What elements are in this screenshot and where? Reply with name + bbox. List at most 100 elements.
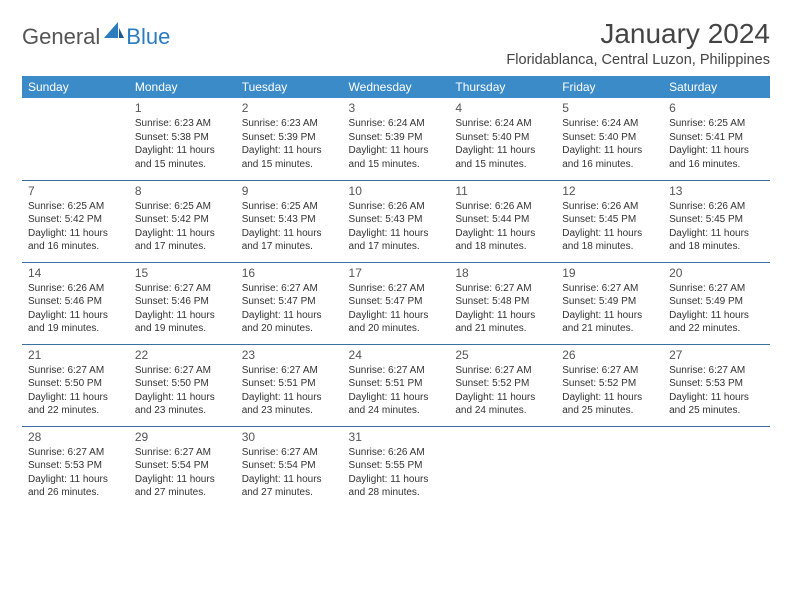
- day-number: 1: [135, 100, 230, 116]
- daylight-text: Daylight: 11 hours: [135, 391, 230, 405]
- daylight-text: and 21 minutes.: [455, 322, 550, 336]
- calendar-cell: 25Sunrise: 6:27 AMSunset: 5:52 PMDayligh…: [449, 344, 556, 426]
- calendar-cell: 4Sunrise: 6:24 AMSunset: 5:40 PMDaylight…: [449, 98, 556, 180]
- daylight-text: Daylight: 11 hours: [242, 309, 337, 323]
- day-number: 6: [669, 100, 764, 116]
- daylight-text: and 16 minutes.: [562, 158, 657, 172]
- sunrise-text: Sunrise: 6:26 AM: [669, 200, 764, 214]
- daylight-text: and 23 minutes.: [242, 404, 337, 418]
- daylight-text: Daylight: 11 hours: [349, 391, 444, 405]
- daylight-text: and 15 minutes.: [135, 158, 230, 172]
- day-number: 2: [242, 100, 337, 116]
- calendar-cell: 6Sunrise: 6:25 AMSunset: 5:41 PMDaylight…: [663, 98, 770, 180]
- daylight-text: and 15 minutes.: [349, 158, 444, 172]
- sunrise-text: Sunrise: 6:27 AM: [135, 282, 230, 296]
- day-number: 8: [135, 183, 230, 199]
- day-number: 31: [349, 429, 444, 445]
- calendar-row: 1Sunrise: 6:23 AMSunset: 5:38 PMDaylight…: [22, 98, 770, 180]
- day-number: 13: [669, 183, 764, 199]
- sunset-text: Sunset: 5:47 PM: [349, 295, 444, 309]
- calendar-cell: 27Sunrise: 6:27 AMSunset: 5:53 PMDayligh…: [663, 344, 770, 426]
- weekday-saturday: Saturday: [663, 76, 770, 98]
- sunset-text: Sunset: 5:49 PM: [562, 295, 657, 309]
- calendar-cell: [663, 426, 770, 508]
- calendar-cell: 9Sunrise: 6:25 AMSunset: 5:43 PMDaylight…: [236, 180, 343, 262]
- sunrise-text: Sunrise: 6:27 AM: [242, 364, 337, 378]
- day-number: 7: [28, 183, 123, 199]
- sunset-text: Sunset: 5:42 PM: [28, 213, 123, 227]
- sunrise-text: Sunrise: 6:25 AM: [28, 200, 123, 214]
- sunset-text: Sunset: 5:51 PM: [349, 377, 444, 391]
- daylight-text: Daylight: 11 hours: [669, 144, 764, 158]
- sunset-text: Sunset: 5:38 PM: [135, 131, 230, 145]
- sunrise-text: Sunrise: 6:27 AM: [349, 282, 444, 296]
- daylight-text: Daylight: 11 hours: [135, 473, 230, 487]
- day-number: 28: [28, 429, 123, 445]
- sunrise-text: Sunrise: 6:24 AM: [562, 117, 657, 131]
- daylight-text: and 28 minutes.: [349, 486, 444, 500]
- day-number: 4: [455, 100, 550, 116]
- sunrise-text: Sunrise: 6:27 AM: [562, 282, 657, 296]
- daylight-text: and 27 minutes.: [242, 486, 337, 500]
- day-number: 23: [242, 347, 337, 363]
- sunset-text: Sunset: 5:52 PM: [455, 377, 550, 391]
- logo-text-general: General: [22, 24, 100, 50]
- daylight-text: Daylight: 11 hours: [455, 144, 550, 158]
- sunset-text: Sunset: 5:41 PM: [669, 131, 764, 145]
- logo-sail-icon: [104, 22, 124, 38]
- daylight-text: Daylight: 11 hours: [455, 391, 550, 405]
- calendar-cell: 3Sunrise: 6:24 AMSunset: 5:39 PMDaylight…: [343, 98, 450, 180]
- daylight-text: Daylight: 11 hours: [349, 227, 444, 241]
- weekday-header-row: Sunday Monday Tuesday Wednesday Thursday…: [22, 76, 770, 98]
- daylight-text: Daylight: 11 hours: [28, 227, 123, 241]
- day-number: 11: [455, 183, 550, 199]
- sunrise-text: Sunrise: 6:25 AM: [242, 200, 337, 214]
- daylight-text: Daylight: 11 hours: [242, 144, 337, 158]
- daylight-text: Daylight: 11 hours: [28, 309, 123, 323]
- daylight-text: and 27 minutes.: [135, 486, 230, 500]
- calendar-cell: 15Sunrise: 6:27 AMSunset: 5:46 PMDayligh…: [129, 262, 236, 344]
- sunrise-text: Sunrise: 6:27 AM: [669, 364, 764, 378]
- sunrise-text: Sunrise: 6:27 AM: [28, 364, 123, 378]
- calendar-cell: 11Sunrise: 6:26 AMSunset: 5:44 PMDayligh…: [449, 180, 556, 262]
- calendar-cell: 18Sunrise: 6:27 AMSunset: 5:48 PMDayligh…: [449, 262, 556, 344]
- weekday-wednesday: Wednesday: [343, 76, 450, 98]
- calendar-cell: 30Sunrise: 6:27 AMSunset: 5:54 PMDayligh…: [236, 426, 343, 508]
- calendar-cell: [22, 98, 129, 180]
- daylight-text: Daylight: 11 hours: [135, 144, 230, 158]
- daylight-text: and 18 minutes.: [562, 240, 657, 254]
- daylight-text: and 16 minutes.: [28, 240, 123, 254]
- day-number: 12: [562, 183, 657, 199]
- weekday-thursday: Thursday: [449, 76, 556, 98]
- day-number: 20: [669, 265, 764, 281]
- daylight-text: and 26 minutes.: [28, 486, 123, 500]
- sunset-text: Sunset: 5:40 PM: [455, 131, 550, 145]
- calendar-cell: 26Sunrise: 6:27 AMSunset: 5:52 PMDayligh…: [556, 344, 663, 426]
- daylight-text: Daylight: 11 hours: [349, 309, 444, 323]
- day-number: 14: [28, 265, 123, 281]
- calendar-body: 1Sunrise: 6:23 AMSunset: 5:38 PMDaylight…: [22, 98, 770, 508]
- daylight-text: Daylight: 11 hours: [455, 227, 550, 241]
- calendar-cell: 10Sunrise: 6:26 AMSunset: 5:43 PMDayligh…: [343, 180, 450, 262]
- weekday-friday: Friday: [556, 76, 663, 98]
- day-number: 5: [562, 100, 657, 116]
- daylight-text: Daylight: 11 hours: [349, 473, 444, 487]
- calendar-cell: 13Sunrise: 6:26 AMSunset: 5:45 PMDayligh…: [663, 180, 770, 262]
- sunrise-text: Sunrise: 6:27 AM: [242, 282, 337, 296]
- sunset-text: Sunset: 5:53 PM: [669, 377, 764, 391]
- calendar-row: 28Sunrise: 6:27 AMSunset: 5:53 PMDayligh…: [22, 426, 770, 508]
- daylight-text: and 17 minutes.: [135, 240, 230, 254]
- sunset-text: Sunset: 5:45 PM: [669, 213, 764, 227]
- daylight-text: Daylight: 11 hours: [562, 227, 657, 241]
- sunrise-text: Sunrise: 6:23 AM: [135, 117, 230, 131]
- calendar-cell: 23Sunrise: 6:27 AMSunset: 5:51 PMDayligh…: [236, 344, 343, 426]
- weekday-tuesday: Tuesday: [236, 76, 343, 98]
- daylight-text: Daylight: 11 hours: [562, 309, 657, 323]
- logo: General Blue: [22, 18, 170, 50]
- sunrise-text: Sunrise: 6:26 AM: [28, 282, 123, 296]
- calendar-cell: 8Sunrise: 6:25 AMSunset: 5:42 PMDaylight…: [129, 180, 236, 262]
- sunrise-text: Sunrise: 6:26 AM: [562, 200, 657, 214]
- calendar-cell: 19Sunrise: 6:27 AMSunset: 5:49 PMDayligh…: [556, 262, 663, 344]
- day-number: 16: [242, 265, 337, 281]
- sunset-text: Sunset: 5:53 PM: [28, 459, 123, 473]
